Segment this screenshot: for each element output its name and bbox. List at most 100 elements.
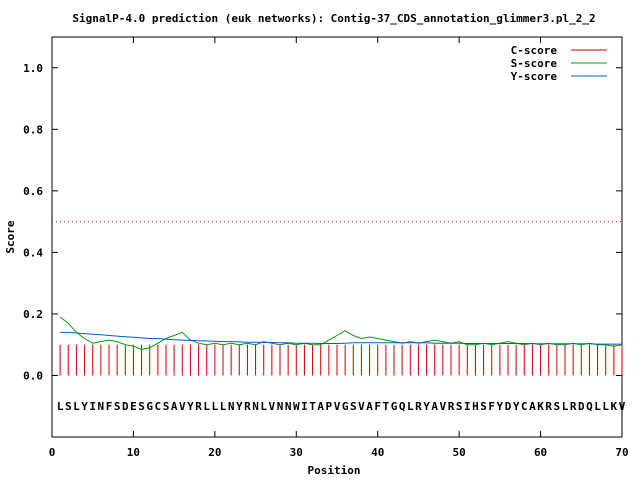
residue-letter: K (611, 400, 618, 413)
residue-letter: V (619, 400, 626, 413)
residue-letter: Y (81, 400, 88, 413)
residue-letter: A (431, 400, 438, 413)
residue-letter: G (391, 400, 398, 413)
residue-letter: A (529, 400, 536, 413)
series-layer (59, 316, 623, 376)
residue-letter: R (244, 400, 251, 413)
residue-letter: G (342, 400, 349, 413)
residue-letter: D (122, 400, 129, 413)
x-tick-label: 30 (290, 446, 303, 459)
residue-letter: S (480, 400, 487, 413)
residue-letter: A (317, 400, 324, 413)
residue-letter: V (269, 400, 276, 413)
residue-letter: I (89, 400, 96, 413)
residue-letter: H (472, 400, 479, 413)
residue-letter: F (374, 400, 381, 413)
residue-letter: T (383, 400, 390, 413)
residue-letter: D (578, 400, 585, 413)
residue-letter: Q (586, 400, 593, 413)
residue-letter: S (163, 400, 170, 413)
residue-letter: I (464, 400, 471, 413)
residue-letter: S (65, 400, 72, 413)
residue-letter: N (285, 400, 292, 413)
residue-letter: N (98, 400, 105, 413)
residue-letter: Y (236, 400, 243, 413)
y-tick-label: 0.6 (23, 185, 43, 198)
x-tick-label: 60 (534, 446, 547, 459)
residue-letter: L (407, 400, 414, 413)
residue-letter: R (448, 400, 455, 413)
x-tick-label: 70 (615, 446, 628, 459)
residue-letter: A (171, 400, 178, 413)
x-tick-label: 10 (127, 446, 140, 459)
residue-letter: R (570, 400, 577, 413)
x-axis-label: Position (308, 464, 361, 477)
residue-letter: L (602, 400, 609, 413)
residue-letter: L (57, 400, 64, 413)
y-tick-label: 1.0 (23, 62, 43, 75)
residue-letter: Y (187, 400, 194, 413)
legend-label-s-score: S-score (511, 57, 558, 70)
residue-letter: V (440, 400, 447, 413)
residue-letter: P (326, 400, 333, 413)
residue-letter: C (521, 400, 528, 413)
residue-letter: Q (399, 400, 406, 413)
residue-letter: R (415, 400, 422, 413)
residue-letter: V (334, 400, 341, 413)
residue-letter: G (146, 400, 153, 413)
s-score-line (59, 316, 623, 350)
residue-letter: L (562, 400, 569, 413)
residue-letter: C (155, 400, 162, 413)
residue-letter: D (505, 400, 512, 413)
y-tick-label: 0.4 (23, 246, 43, 259)
residue-letter: E (130, 400, 137, 413)
y-tick-label: 0.8 (23, 123, 43, 136)
plot-frame (51, 36, 623, 438)
residue-letter: L (73, 400, 80, 413)
x-axis-ticks: 0 10 20 30 40 50 60 70 (49, 37, 629, 459)
residue-letter: R (195, 400, 202, 413)
y-tick-label: 0.2 (23, 308, 43, 321)
residue-letter: K (537, 400, 544, 413)
residue-letter: N (228, 400, 235, 413)
residue-letter: F (106, 400, 113, 413)
residue-letter: S (114, 400, 121, 413)
residue-letter: S (138, 400, 145, 413)
residue-letter: L (594, 400, 601, 413)
residue-letter: L (220, 400, 227, 413)
chart-title: SignalP-4.0 prediction (euk networks): C… (72, 12, 595, 25)
residue-letter: W (293, 400, 300, 413)
y-score-line (60, 331, 622, 345)
residue-letter: V (179, 400, 186, 413)
residue-letter: N (252, 400, 259, 413)
residue-letter: L (212, 400, 219, 413)
residue-letter: V (358, 400, 365, 413)
residue-letter: Y (497, 400, 504, 413)
residue-letter: I (301, 400, 308, 413)
y-axis-ticks: 0.0 0.2 0.4 0.6 0.8 1.0 (23, 62, 622, 382)
residue-letter: T (309, 400, 316, 413)
residue-letter: S (456, 400, 463, 413)
residue-letter: Y (423, 400, 430, 413)
residue-letter: L (203, 400, 210, 413)
x-tick-label: 0 (49, 446, 56, 459)
residue-letter: L (260, 400, 267, 413)
residue-letter: A (366, 400, 373, 413)
residue-letter: S (554, 400, 561, 413)
residue-letter: N (277, 400, 284, 413)
y-axis-label: Score (4, 220, 17, 253)
x-tick-label: 40 (371, 446, 384, 459)
residue-letter: R (545, 400, 552, 413)
residue-letter: S (350, 400, 357, 413)
residue-letter: F (488, 400, 495, 413)
y-tick-label: 0.0 (23, 369, 43, 382)
x-tick-label: 50 (453, 446, 466, 459)
legend-label-y-score: Y-score (511, 70, 558, 83)
legend-label-c-score: C-score (511, 44, 558, 57)
x-tick-label: 20 (208, 446, 221, 459)
residue-letter: Y (513, 400, 520, 413)
